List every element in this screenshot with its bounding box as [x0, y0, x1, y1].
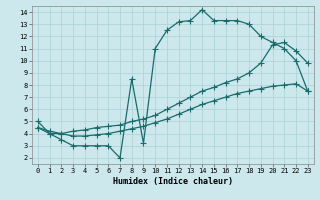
X-axis label: Humidex (Indice chaleur): Humidex (Indice chaleur) — [113, 177, 233, 186]
